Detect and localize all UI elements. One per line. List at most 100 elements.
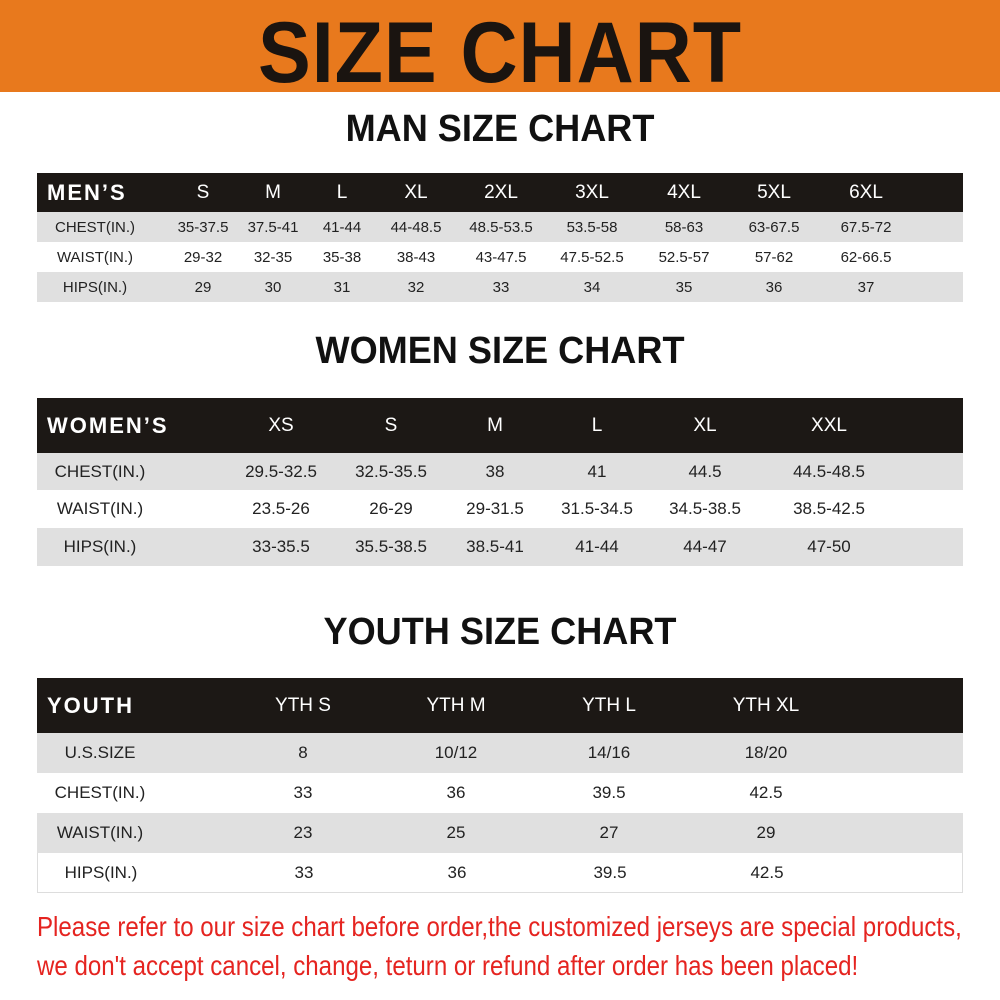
banner-title: SIZE CHART <box>258 5 742 101</box>
size-value: 41-44 <box>575 537 619 556</box>
measurement-label: CHEST(IN.) <box>54 462 146 481</box>
size-value: 29 <box>756 823 776 842</box>
table-header-row: MEN’S S M L XL 2XL 3XL 4XL 5XL 6XL <box>37 173 963 212</box>
size-value: 35-38 <box>322 248 362 266</box>
size-value: 44-47 <box>683 537 727 556</box>
size-value: 43-47.5 <box>475 248 527 266</box>
women-section-title: WOMEN SIZE CHART <box>315 330 685 372</box>
size-value: 58-63 <box>664 218 704 236</box>
size-value: 32.5-35.5 <box>355 462 427 481</box>
notice-line-2: we don't accept cancel, change, teturn o… <box>37 950 859 981</box>
size-value: 42.5 <box>750 862 784 882</box>
size-value: 36 <box>446 783 466 802</box>
table-header-row: YOUTH YTH S YTH M YTH L YTH XL <box>37 678 963 733</box>
size-value: 57-62 <box>754 248 794 266</box>
size-header: M <box>265 181 281 203</box>
size-value: 44.5 <box>688 462 722 481</box>
size-header: YTH S <box>275 694 331 716</box>
size-value: 34.5-38.5 <box>669 499 741 518</box>
size-value: 38.5-42.5 <box>793 499 865 518</box>
size-value: 25 <box>446 823 466 842</box>
size-header: XS <box>268 414 294 436</box>
measurement-label: WAIST(IN.) <box>56 499 144 518</box>
size-value: 34 <box>583 278 601 296</box>
size-value: 8 <box>298 743 308 762</box>
table-corner-label: MEN’S <box>47 179 127 205</box>
size-value: 37 <box>857 278 875 296</box>
size-value: 33 <box>492 278 510 296</box>
size-value: 39.5 <box>592 783 626 802</box>
size-header: XL <box>693 414 717 436</box>
size-value: 47-50 <box>807 537 851 556</box>
table-header-row: WOMEN’S XS S M L XL XXL <box>37 398 963 453</box>
table-row: WAIST(IN.) 29-32 32-35 35-38 38-43 43-47.5 47.… <box>37 242 963 272</box>
size-value: 23.5-26 <box>252 499 310 518</box>
size-value: 31.5-34.5 <box>561 499 633 518</box>
size-header: YTH XL <box>732 694 800 716</box>
size-header: XXL <box>811 414 847 436</box>
size-value: 38 <box>485 462 505 481</box>
size-value: 38-43 <box>396 248 436 266</box>
size-value: 48.5-53.5 <box>469 218 533 236</box>
size-header: S <box>384 414 398 436</box>
size-value: 33 <box>294 862 314 882</box>
table-row: WAIST(IN.) 23 25 27 29 <box>37 813 963 853</box>
size-value: 44.5-48.5 <box>793 462 865 481</box>
measurement-label: WAIST(IN.) <box>56 248 134 266</box>
size-value: 32 <box>407 278 425 296</box>
size-value: 62-66.5 <box>840 248 892 266</box>
measurement-label: HIPS(IN.) <box>64 862 138 882</box>
size-value: 52.5-57 <box>658 248 710 266</box>
size-value: 27 <box>599 823 619 842</box>
size-value: 33 <box>293 783 313 802</box>
size-value: 23 <box>293 823 313 842</box>
table-row: HIPS(IN.) 33 36 39.5 42.5 <box>37 853 963 893</box>
size-value: 10/12 <box>434 743 478 762</box>
size-value: 18/20 <box>744 743 788 762</box>
table-row: CHEST(IN.) 29.5-32.5 32.5-35.5 38 41 44.5 44.5… <box>37 453 963 491</box>
measurement-label: WAIST(IN.) <box>56 823 144 842</box>
table-row: U.S.SIZE 8 10/12 14/16 18/20 <box>37 733 963 773</box>
size-header: YTH L <box>582 694 636 716</box>
table-row: HIPS(IN.) 29 30 31 32 33 34 35 36 37 <box>37 272 963 302</box>
size-value: 47.5-52.5 <box>560 248 624 266</box>
size-header: L <box>336 181 348 203</box>
size-value: 30 <box>264 278 282 296</box>
size-value: 32-35 <box>253 248 293 266</box>
size-value: 41-44 <box>322 218 362 236</box>
measurement-label: CHEST(IN.) <box>54 783 146 802</box>
size-value: 39.5 <box>593 862 627 882</box>
size-header: 2XL <box>484 181 518 203</box>
size-value: 63-67.5 <box>748 218 800 236</box>
size-header: L <box>591 414 603 436</box>
size-header: 6XL <box>849 181 883 203</box>
size-value: 33-35.5 <box>252 537 310 556</box>
size-header: 5XL <box>757 181 791 203</box>
banner: SIZE CHART <box>0 0 1000 101</box>
size-value: 37.5-41 <box>247 218 299 236</box>
size-value: 35-37.5 <box>177 218 229 236</box>
men-section-title: MAN SIZE CHART <box>345 108 655 150</box>
youth-section-title: YOUTH SIZE CHART <box>323 611 677 653</box>
measurement-label: CHEST(IN.) <box>55 218 135 236</box>
size-value: 44-48.5 <box>390 218 442 236</box>
size-value: 29.5-32.5 <box>245 462 317 481</box>
size-header: XL <box>404 181 428 203</box>
measurement-label: HIPS(IN.) <box>62 278 128 296</box>
notice-line-1: Please refer to our size chart before or… <box>37 911 962 942</box>
size-value: 38.5-41 <box>466 537 524 556</box>
size-header: 4XL <box>667 181 701 203</box>
measurement-label: U.S.SIZE <box>64 743 136 762</box>
size-value: 35 <box>675 278 693 296</box>
size-value: 36 <box>447 862 467 882</box>
size-value: 29-31.5 <box>466 499 524 518</box>
measurement-label: HIPS(IN.) <box>63 537 137 556</box>
table-row: CHEST(IN.) 35-37.5 37.5-41 41-44 44-48.5 48.5… <box>37 212 963 242</box>
size-header: S <box>196 181 210 203</box>
table-row: HIPS(IN.) 33-35.5 35.5-38.5 38.5-41 41-44 44-… <box>37 528 963 566</box>
size-value: 26-29 <box>369 499 413 518</box>
size-value: 35.5-38.5 <box>355 537 427 556</box>
table-row: WAIST(IN.) 23.5-26 26-29 29-31.5 31.5-34.5 34… <box>37 490 963 528</box>
size-value: 29 <box>194 278 212 296</box>
size-value: 29-32 <box>183 248 223 266</box>
